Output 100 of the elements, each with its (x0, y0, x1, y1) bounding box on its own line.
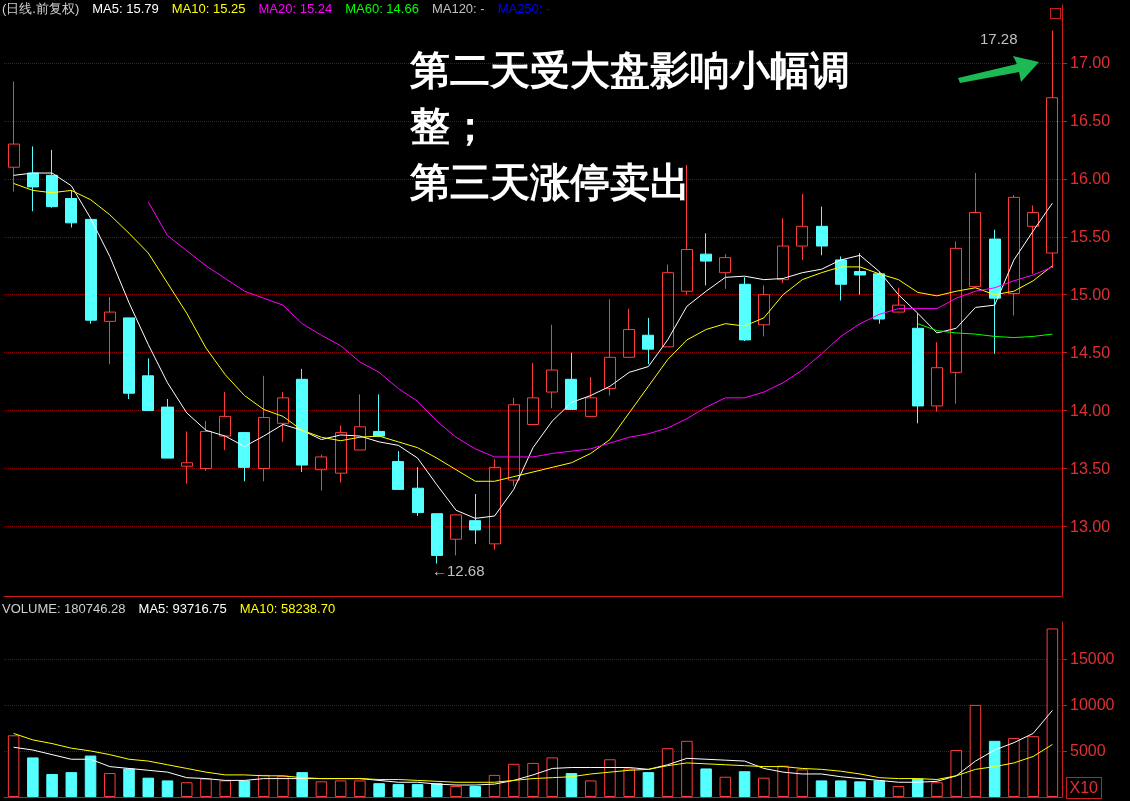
bar (815, 780, 828, 797)
candlestick (392, 450, 404, 490)
bar (7, 735, 20, 797)
candlestick (604, 298, 616, 397)
candlestick (258, 375, 270, 482)
bar (65, 772, 78, 797)
candlestick (527, 362, 539, 425)
candlestick (969, 172, 981, 288)
candlestick (623, 308, 635, 358)
text: MA5: 93716.75 (138, 601, 227, 616)
candlestick (46, 149, 58, 209)
bar (469, 785, 482, 797)
bar (411, 784, 424, 797)
candlestick (431, 513, 443, 565)
bar (873, 780, 886, 797)
text: MA20: 15.24 (258, 1, 333, 16)
bar (354, 780, 366, 797)
candlestick (700, 232, 712, 286)
bar (604, 759, 616, 797)
candlestick (450, 514, 462, 556)
candlestick (27, 145, 39, 212)
candlestick (489, 458, 501, 551)
bar (123, 768, 135, 797)
bar (738, 771, 751, 797)
candlestick (912, 312, 924, 424)
text: MA10: 58238.70 (239, 601, 336, 616)
candlestick (85, 218, 97, 325)
bar (758, 777, 770, 797)
candlestick (142, 357, 154, 412)
candlestick (835, 255, 847, 301)
bar (931, 782, 943, 797)
candlestick (931, 341, 943, 413)
bar (835, 780, 847, 797)
candlestick (758, 284, 770, 337)
candlestick (8, 80, 20, 193)
candlestick (1027, 204, 1039, 275)
y-tick-label: 15.50 (1070, 228, 1111, 246)
text: MA5: 15.79 (92, 1, 159, 16)
y-tick-label: 15.00 (1070, 286, 1111, 304)
candlestick (565, 352, 577, 410)
line-series (147, 201, 1053, 458)
bar (950, 750, 962, 797)
candlestick (335, 425, 347, 483)
bar (527, 762, 539, 797)
bar (104, 773, 116, 797)
bar (892, 785, 905, 797)
candlestick (796, 193, 808, 261)
candlestick (296, 368, 308, 473)
candlestick (816, 206, 828, 256)
bar (200, 778, 212, 797)
bar (27, 757, 39, 797)
bar (1027, 736, 1039, 797)
bar (180, 782, 193, 797)
y-tick-label: 15000 (1070, 650, 1115, 668)
bar (431, 783, 443, 797)
candlestick (315, 454, 327, 492)
candlestick (642, 317, 654, 365)
bar (642, 772, 655, 797)
candlestick (161, 398, 174, 459)
bar (334, 780, 347, 797)
bar (719, 776, 732, 797)
bar (700, 768, 712, 797)
line-series (13, 732, 1053, 783)
bar (661, 748, 674, 797)
candlestick (546, 324, 558, 409)
bar (84, 755, 97, 797)
bar (623, 768, 635, 797)
text: MA60: 14.66 (345, 1, 419, 16)
candlestick (354, 393, 366, 451)
bar (142, 777, 155, 797)
bar (777, 765, 789, 797)
line-series (917, 323, 1053, 339)
candlestick (65, 189, 77, 228)
candlestick (892, 287, 905, 313)
y-tick-label: 16.00 (1070, 170, 1111, 188)
bar (392, 784, 405, 797)
candlestick (777, 217, 789, 284)
y-tick-label: 17.00 (1070, 54, 1111, 72)
annotation: 17.28 (980, 30, 1018, 47)
candlestick (719, 253, 731, 290)
y-tick-label: 16.50 (1070, 112, 1111, 130)
candlestick (950, 240, 962, 405)
candlestick (873, 271, 885, 325)
candlestick (373, 393, 385, 438)
y-tick-label: 10000 (1070, 696, 1115, 714)
y-tick-label: 5000 (1070, 742, 1106, 760)
legend-label: MA250: - (497, 1, 551, 16)
annotation: 第三天涨停卖出 (410, 159, 691, 206)
candlestick (662, 264, 674, 348)
candlestick (277, 391, 289, 443)
candlestick (181, 430, 193, 485)
bar (373, 783, 385, 797)
bar (854, 781, 866, 797)
bar (219, 780, 231, 797)
candlestick (412, 466, 424, 517)
bar (507, 763, 520, 797)
bar (681, 740, 693, 797)
bar (46, 773, 58, 797)
bar (277, 775, 289, 797)
bar (161, 780, 174, 797)
